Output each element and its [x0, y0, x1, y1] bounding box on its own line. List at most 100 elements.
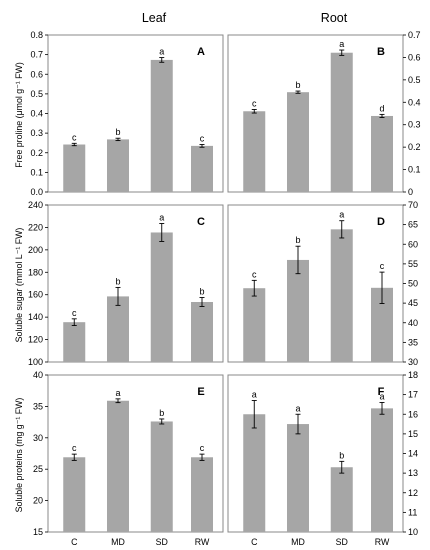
panel-frame	[227, 34, 404, 193]
panel-e: 15 20 25 30 35 40 c a b c E	[33, 370, 224, 537]
significance-letter: c	[72, 443, 77, 453]
y-tick-label: 0.5	[30, 89, 43, 99]
significance-letter: a	[115, 388, 120, 398]
panel-label: A	[197, 46, 205, 58]
bar-sd	[150, 421, 173, 532]
panel-b: 0 0.1 0.2 0.3 0.4 0.5 0.6 0.7 c b a d B	[227, 30, 421, 197]
y-tick-label: 30	[408, 357, 418, 367]
bar-md	[107, 296, 129, 362]
y-tick-label: 100	[28, 357, 43, 367]
y-tick-label: 0.0	[30, 187, 43, 197]
x-category-label: SD	[336, 537, 348, 547]
significance-letter: c	[252, 269, 257, 279]
significance-letter: a	[252, 390, 257, 400]
y-tick-label: 16	[408, 409, 418, 419]
significance-letter: a	[159, 47, 164, 57]
panel-label: B	[377, 46, 385, 58]
significance-letter: b	[295, 235, 300, 245]
column-title-root: Root	[321, 11, 348, 25]
y-tick-label: 17	[408, 390, 418, 400]
ylabel-row-3: Soluble proteins (mg g⁻¹ FW)	[14, 398, 24, 513]
x-axis-categories: C MD SD RW C MD SD RW	[71, 537, 390, 547]
chart-panels: 0.00.10.20.30.40.50.60.70.8cbacA00.10.20…	[28, 30, 421, 537]
y-tick-label: 13	[408, 468, 418, 478]
y-tick-label: 0.1	[30, 167, 43, 177]
y-tick-label: 0.3	[30, 128, 43, 138]
panel-d: 30 35 40 45 50 55 60 65 70 c b a c D	[227, 200, 418, 367]
significance-letter: a	[339, 210, 344, 220]
y-tick-label: 0	[408, 187, 413, 197]
y-tick-label: 0.7	[30, 50, 43, 60]
y-tick-label: 0.6	[30, 69, 43, 79]
y-tick-label: 14	[408, 449, 418, 459]
y-tick-label: 15	[33, 527, 43, 537]
y-tick-label: 25	[33, 464, 43, 474]
y-tick-label: 60	[408, 239, 418, 249]
y-tick-label: 35	[33, 401, 43, 411]
y-tick-label: 10	[408, 527, 418, 537]
y-tick-label: 55	[408, 259, 418, 269]
y-tick-label: 65	[408, 220, 418, 230]
panel-label: F	[378, 386, 385, 398]
y-tick-label: 160	[28, 290, 43, 300]
y-tick-label: 200	[28, 245, 43, 255]
panel-label: C	[197, 216, 205, 228]
significance-letter: b	[159, 408, 164, 418]
y-tick-label: 35	[408, 337, 418, 347]
bar-rw	[371, 408, 393, 532]
y-tick-label: 30	[33, 433, 43, 443]
y-tick-label: 11	[408, 507, 417, 517]
y-tick-label: 0.2	[408, 142, 421, 152]
significance-letter: b	[199, 287, 204, 297]
bar-sd	[330, 52, 353, 193]
y-tick-label: 180	[28, 267, 43, 277]
significance-letter: a	[339, 39, 344, 49]
bar-rw	[191, 302, 213, 362]
significance-letter: b	[115, 276, 120, 286]
significance-letter: c	[252, 98, 257, 108]
significance-letter: b	[339, 450, 344, 460]
y-tick-label: 50	[408, 279, 418, 289]
bar-c	[63, 322, 86, 362]
panel-label: E	[197, 386, 204, 398]
y-tick-label: 15	[408, 429, 418, 439]
bar-sd	[330, 229, 353, 362]
x-category-label: RW	[375, 537, 390, 547]
significance-letter: c	[72, 132, 77, 142]
y-tick-label: 0.3	[408, 120, 421, 130]
ylabel-row-2: Soluble sugar (mmol L⁻¹ FW)	[14, 228, 24, 343]
y-tick-label: 0.7	[408, 30, 421, 40]
bar-sd	[150, 59, 173, 192]
y-tick-label: 0.2	[30, 148, 43, 158]
y-tick-label: 120	[28, 335, 43, 345]
y-tick-label: 0.4	[30, 109, 43, 119]
y-tick-label: 45	[408, 298, 418, 308]
bar-md	[107, 139, 129, 192]
y-tick-label: 12	[408, 488, 418, 498]
bar-rw	[371, 115, 393, 192]
bar-c	[243, 288, 266, 362]
x-category-label: RW	[195, 537, 210, 547]
x-category-label: MD	[291, 537, 305, 547]
bar-c	[243, 111, 266, 192]
bar-c	[63, 457, 86, 532]
significance-letter: a	[295, 403, 300, 413]
bar-md	[287, 259, 309, 362]
y-tick-label: 18	[408, 370, 418, 380]
x-category-label: C	[71, 537, 78, 547]
y-tick-label: 40	[33, 370, 43, 380]
ylabel-row-1: Free proline (μmol g⁻¹ FW)	[14, 62, 24, 168]
y-tick-label: 70	[408, 200, 418, 210]
y-tick-label: 0.6	[408, 52, 421, 62]
significance-letter: c	[72, 308, 77, 318]
bar-sd	[330, 467, 353, 532]
y-tick-label: 0.4	[408, 97, 421, 107]
y-tick-label: 240	[28, 200, 43, 210]
significance-letter: d	[379, 103, 384, 113]
x-category-label: MD	[111, 537, 125, 547]
bar-sd	[150, 232, 173, 362]
panel-frame	[47, 374, 224, 533]
bar-rw	[191, 457, 213, 532]
significance-letter: b	[295, 80, 300, 90]
panel-label: D	[377, 216, 385, 228]
